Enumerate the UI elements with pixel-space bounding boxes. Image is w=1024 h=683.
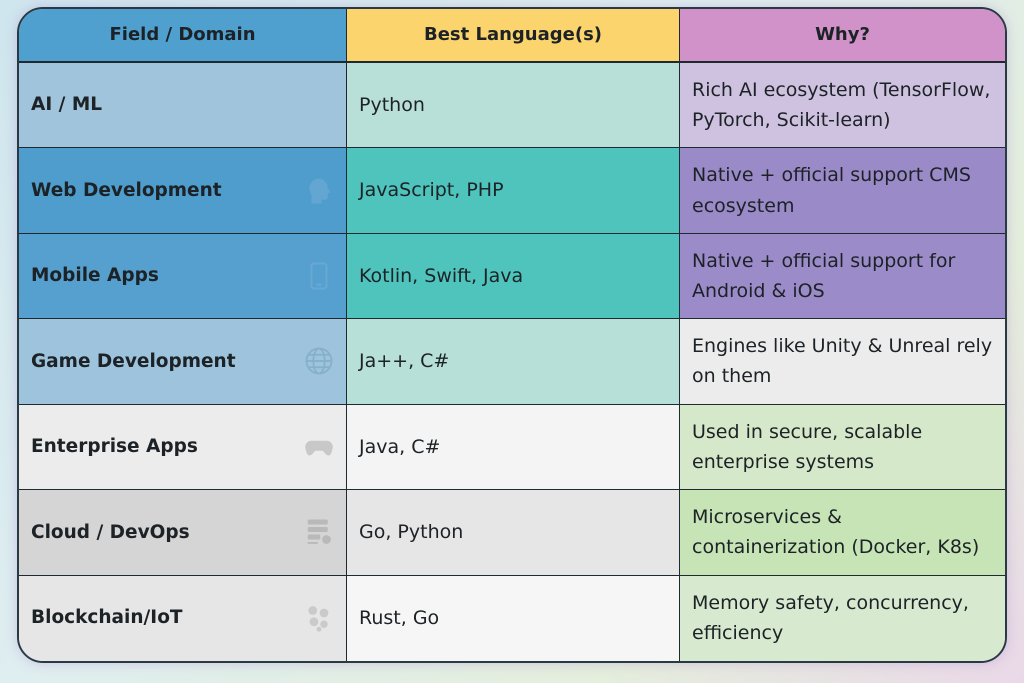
field-cell: Cloud / DevOps: [19, 490, 347, 576]
globe-icon: [304, 346, 334, 376]
languages-cell: Java, C#: [347, 404, 680, 491]
languages-cell: Go, Python: [347, 490, 680, 576]
server-gear-icon: [304, 517, 334, 547]
why-cell: Native + official support for Android & …: [680, 233, 1005, 320]
languages-cell: Ja++, C#: [347, 319, 680, 405]
field-label: Web Development: [31, 179, 222, 201]
field-cell: Web Development: [19, 148, 347, 234]
header-why: Why?: [680, 9, 1005, 63]
languages-cell: Rust, Go: [347, 575, 680, 661]
brain-head-icon: [304, 176, 334, 206]
language-table: Field / Domain Best Language(s) Why? AI …: [17, 7, 1007, 663]
why-cell: Rich AI ecosystem (TensorFlow, PyTorch, …: [680, 63, 1005, 149]
gears-icon: [304, 603, 334, 633]
smartphone-icon: [304, 261, 334, 291]
languages-cell: Python: [347, 63, 680, 149]
field-label: Cloud / DevOps: [31, 521, 190, 543]
why-cell: Engines like Unity & Unreal rely on them: [680, 319, 1005, 405]
field-cell: Game Development: [19, 319, 347, 405]
gamepad-icon: [304, 432, 334, 462]
field-label: Game Development: [31, 350, 236, 372]
field-cell: Mobile Apps: [19, 233, 347, 320]
header-languages: Best Language(s): [347, 9, 680, 63]
why-cell: Used in secure, scalable enterprise syst…: [680, 404, 1005, 491]
languages-cell: Kotlin, Swift, Java: [347, 233, 680, 320]
field-cell: Blockchain/IoT: [19, 575, 347, 661]
languages-cell: JavaScript, PHP: [347, 148, 680, 234]
field-label: Blockchain/IoT: [31, 607, 183, 629]
header-field: Field / Domain: [19, 9, 347, 63]
field-cell: Enterprise Apps: [19, 404, 347, 491]
field-label: Enterprise Apps: [31, 436, 198, 458]
field-label: Mobile Apps: [31, 265, 159, 287]
why-cell: Memory safety, concurrency, efficiency: [680, 575, 1005, 661]
why-cell: Microservices & containerization (Docker…: [680, 490, 1005, 576]
field-cell: AI / ML: [19, 63, 347, 149]
field-label: AI / ML: [31, 94, 103, 116]
why-cell: Native + official support CMS ecosystem: [680, 148, 1005, 234]
